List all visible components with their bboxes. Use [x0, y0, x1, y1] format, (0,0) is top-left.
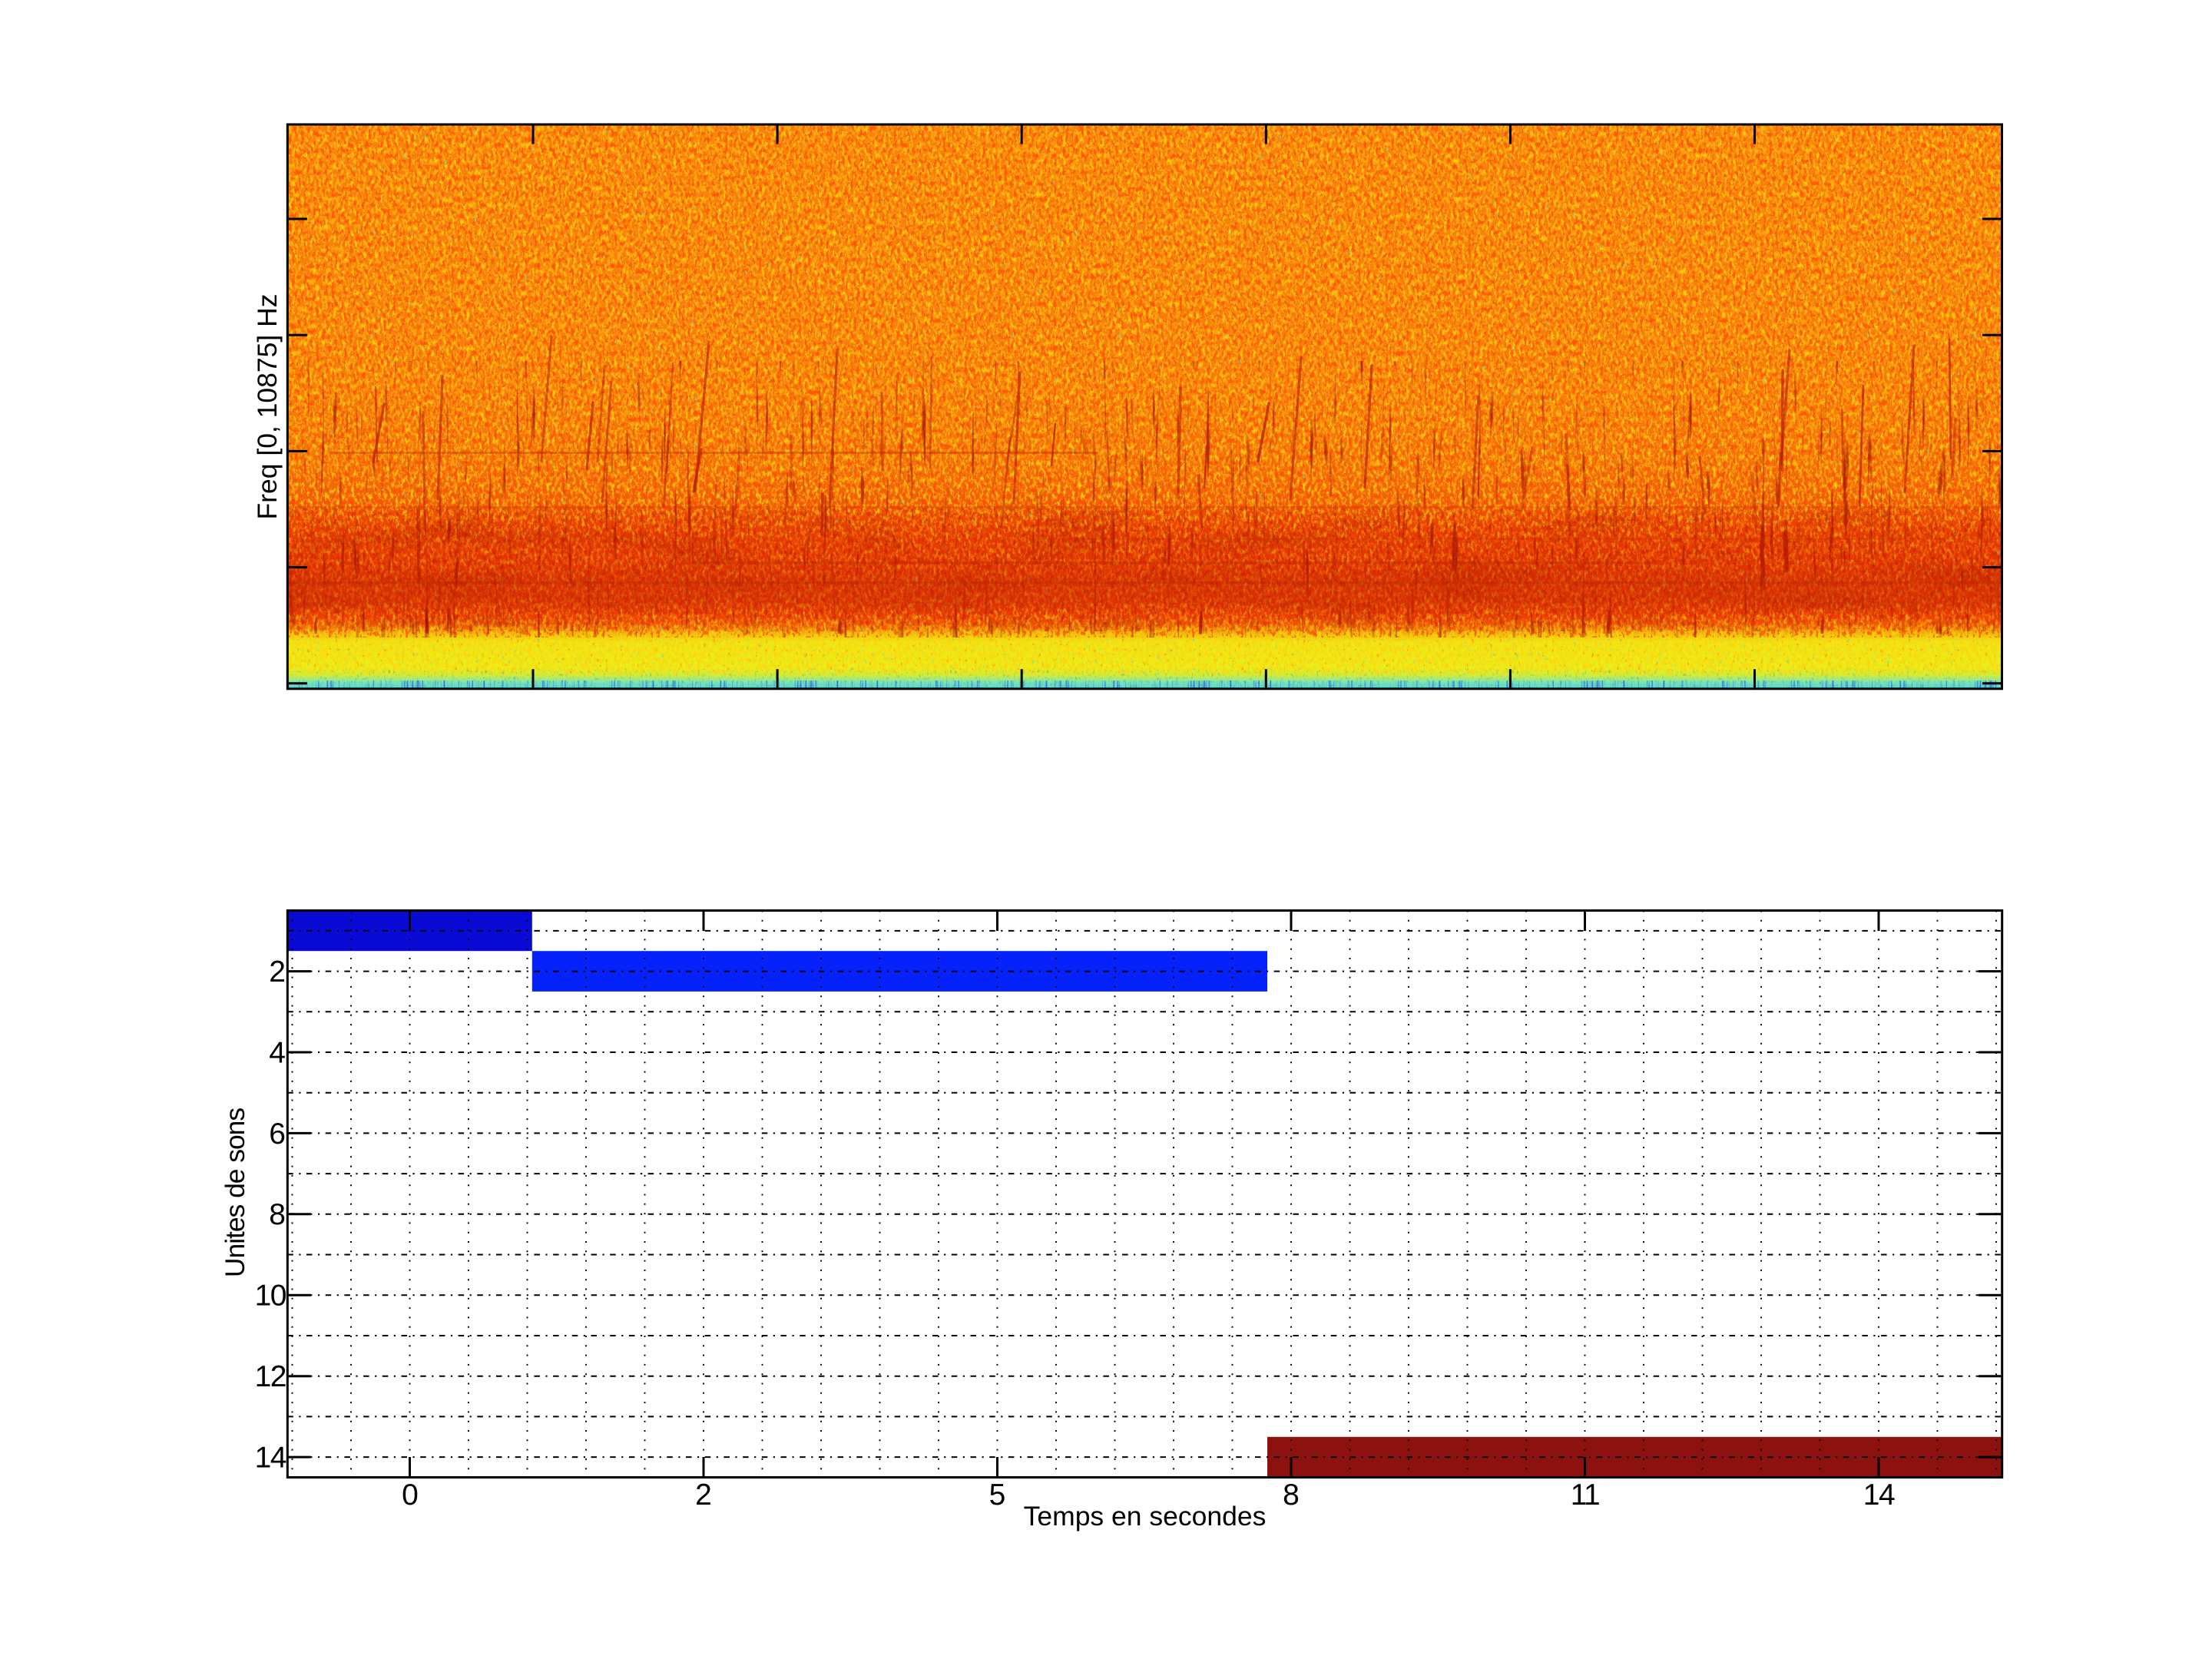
svg-text:Unites de sons: Unites de sons: [220, 1108, 250, 1277]
svg-text:14: 14: [1863, 1479, 1895, 1512]
svg-text:8: 8: [1283, 1479, 1300, 1512]
svg-text:Temps en secondes: Temps en secondes: [1024, 1501, 1267, 1532]
svg-text:0: 0: [402, 1479, 419, 1512]
svg-text:4: 4: [269, 1036, 286, 1069]
svg-text:11: 11: [1571, 1479, 1600, 1512]
svg-text:8: 8: [269, 1198, 286, 1231]
svg-text:Freq [0, 10875] Hz: Freq [0, 10875] Hz: [252, 293, 283, 519]
svg-text:14: 14: [255, 1442, 286, 1475]
svg-text:12: 12: [255, 1360, 286, 1393]
svg-text:5: 5: [989, 1479, 1006, 1512]
svg-text:2: 2: [695, 1479, 712, 1512]
svg-text:6: 6: [269, 1118, 286, 1151]
svg-text:2: 2: [269, 955, 286, 988]
svg-text:10: 10: [255, 1280, 286, 1313]
